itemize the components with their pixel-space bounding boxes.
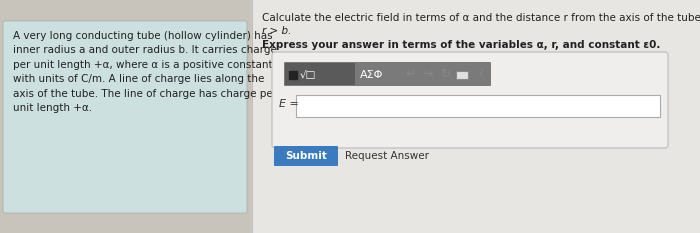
Text: r > b.: r > b. bbox=[262, 26, 291, 36]
Text: ?: ? bbox=[477, 69, 483, 79]
Text: ΑΣΦ: ΑΣΦ bbox=[360, 70, 384, 80]
Bar bbox=[296, 95, 660, 117]
Text: ↵: ↵ bbox=[405, 68, 416, 80]
Text: E =: E = bbox=[279, 99, 299, 109]
FancyBboxPatch shape bbox=[272, 52, 668, 148]
Bar bbox=[252, 0, 700, 233]
Bar bbox=[289, 71, 297, 79]
Text: ↻: ↻ bbox=[440, 68, 451, 80]
Text: Request Answer: Request Answer bbox=[345, 151, 429, 161]
Text: ↪: ↪ bbox=[422, 68, 433, 80]
Text: √□: √□ bbox=[300, 70, 316, 80]
FancyBboxPatch shape bbox=[284, 62, 491, 86]
FancyBboxPatch shape bbox=[3, 21, 247, 213]
Text: Calculate the electric field in terms of α and the distance r from the axis of t: Calculate the electric field in terms of… bbox=[262, 13, 700, 23]
Text: A very long conducting tube (hollow cylinder) has
inner radius a and outer radiu: A very long conducting tube (hollow cyli… bbox=[13, 31, 277, 113]
Text: Submit: Submit bbox=[285, 151, 327, 161]
Text: Express your answer in terms of the variables α, r, and constant ε0.: Express your answer in terms of the vari… bbox=[262, 40, 660, 50]
FancyBboxPatch shape bbox=[274, 146, 338, 166]
FancyBboxPatch shape bbox=[285, 63, 355, 85]
Bar bbox=[456, 71, 468, 79]
